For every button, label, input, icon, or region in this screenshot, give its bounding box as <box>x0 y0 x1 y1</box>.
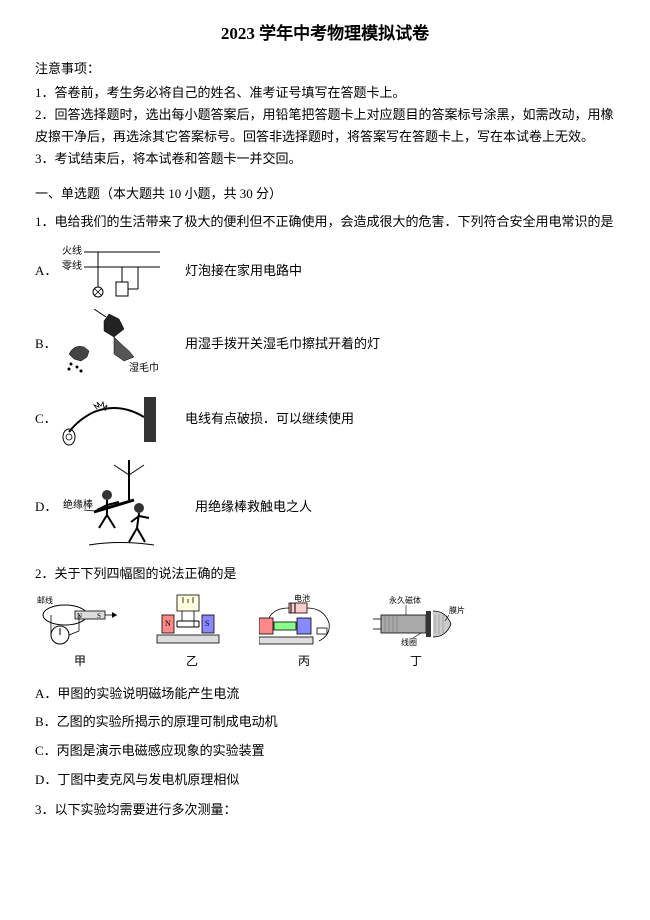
q2-label-jia: 甲 <box>74 652 86 671</box>
svg-text:绝缘棒: 绝缘棒 <box>63 498 93 511</box>
option-label-c: C． <box>35 409 59 430</box>
rescue-icon: 绝缘棒 <box>59 460 179 555</box>
svg-text:线圈: 线圈 <box>401 637 417 647</box>
svg-text:膜片: 膜片 <box>449 605 465 615</box>
question-2-text: 2．关于下列四幅图的说法正确的是 <box>35 563 615 585</box>
svg-text:零线: 零线 <box>62 259 82 272</box>
q2-figure-bing: 电池 丙 <box>259 593 349 671</box>
q2-figure-jia: 邮线 N S 甲 <box>35 593 125 671</box>
svg-text:S: S <box>97 612 101 620</box>
q2-option-b: B．乙图的实验所揭示的原理可制成电动机 <box>35 712 615 733</box>
svg-text:火线: 火线 <box>62 244 82 257</box>
svg-text:N: N <box>77 612 82 620</box>
q2-option-a: A．甲图的实验说明磁场能产生电流 <box>35 684 615 705</box>
q2-figures: 邮线 N S 甲 <box>35 593 615 671</box>
question-3-text: 3．以下实验均需要进行多次测量： <box>35 799 615 821</box>
option-b-text: 用湿手拨开关湿毛巾擦拭开着的灯 <box>185 334 380 355</box>
option-c-text: 电线有点破损．可以继续使用 <box>185 409 354 430</box>
q1-option-d: D． 绝缘棒 用绝缘棒救触电之人 <box>35 460 615 555</box>
q2-label-bing: 丙 <box>298 652 310 671</box>
microphone-icon: 永久磁体 线圈 膜片 <box>371 593 461 648</box>
svg-text:邮线: 邮线 <box>37 595 53 605</box>
induction-icon: 电池 <box>259 593 349 648</box>
exam-title: 2023 学年中考物理模拟试卷 <box>35 20 615 47</box>
question-1-text: 1．电给我们的生活带来了极大的便利但不正确使用，会造成很大的危害．下列符合安全用… <box>35 211 615 233</box>
notice-item-3: 3．考试结束后，将本试卷和答题卡一并交回。 <box>35 148 615 170</box>
option-label-a: A． <box>35 261 59 282</box>
q2-label-ding: 丁 <box>410 652 422 671</box>
q1-option-a: A． 火线 零线 灯泡接在家用电路中 <box>35 241 615 301</box>
svg-text:S: S <box>205 619 209 628</box>
damaged-wire-icon <box>59 387 169 452</box>
magnet-current-icon: 邮线 N S <box>35 593 125 648</box>
notice-header: 注意事项： <box>35 59 615 80</box>
q2-figure-yi: N S 乙 <box>147 593 237 671</box>
q1-option-c: C． 电线有点破损．可以继续使用 <box>35 387 615 452</box>
svg-text:湿毛巾: 湿毛巾 <box>129 361 159 374</box>
section-1-header: 一、单选题（本大题共 10 小题，共 30 分） <box>35 184 615 205</box>
option-a-text: 灯泡接在家用电路中 <box>185 261 302 282</box>
svg-text:N: N <box>165 619 171 628</box>
option-d-text: 用绝缘棒救触电之人 <box>195 497 312 518</box>
q1-option-b: B． 湿毛巾 用湿手拨开关湿毛巾擦拭开着的灯 <box>35 309 615 379</box>
svg-text:电池: 电池 <box>294 593 310 603</box>
q2-option-c: C．丙图是演示电磁感应现象的实验装置 <box>35 741 615 762</box>
q2-label-yi: 乙 <box>186 652 198 671</box>
option-label-b: B． <box>35 334 59 355</box>
notice-item-1: 1．答卷前，考生务必将自己的姓名、准考证号填写在答题卡上。 <box>35 82 615 104</box>
circuit-diagram-icon: 火线 零线 <box>59 241 169 301</box>
svg-text:永久磁体: 永久磁体 <box>389 595 421 605</box>
notice-item-2: 2．回答选择题时，选出每小题答案后，用铅笔把答题卡上对应题目的答案标号涂黑，如需… <box>35 104 615 148</box>
q2-figure-ding: 永久磁体 线圈 膜片 丁 <box>371 593 461 671</box>
q2-option-d: D．丁图中麦克风与发电机原理相似 <box>35 770 615 791</box>
wet-hand-icon: 湿毛巾 <box>59 309 169 379</box>
motor-icon: N S <box>147 593 237 648</box>
option-label-d: D． <box>35 497 59 518</box>
